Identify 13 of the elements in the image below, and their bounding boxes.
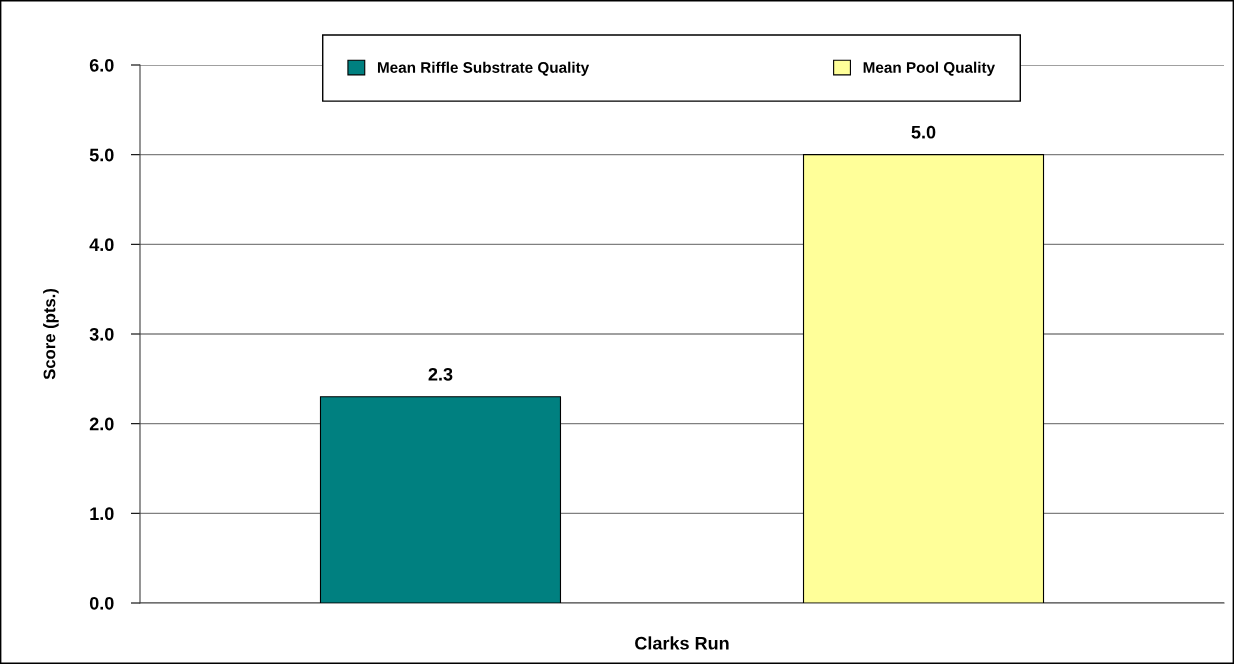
y-tick-label: 0.0 xyxy=(89,596,114,610)
legend-label: Mean Pool Quality xyxy=(863,61,995,76)
y-tick-label: 4.0 xyxy=(89,238,114,252)
y-tick-label: 6.0 xyxy=(89,58,114,72)
data-label: 2.3 xyxy=(428,367,453,381)
y-tick-label: 5.0 xyxy=(89,148,114,162)
x-tick-label: Clarks Run xyxy=(635,636,729,650)
y-tick-label: 3.0 xyxy=(89,327,114,341)
y-tick-label: 2.0 xyxy=(89,417,114,431)
y-axis-title: Score (pts.) xyxy=(43,288,59,380)
y-tick-label: 1.0 xyxy=(90,507,114,521)
legend-label: Mean Riffle Substrate Quality xyxy=(377,61,590,76)
data-label: 5.0 xyxy=(911,125,936,139)
